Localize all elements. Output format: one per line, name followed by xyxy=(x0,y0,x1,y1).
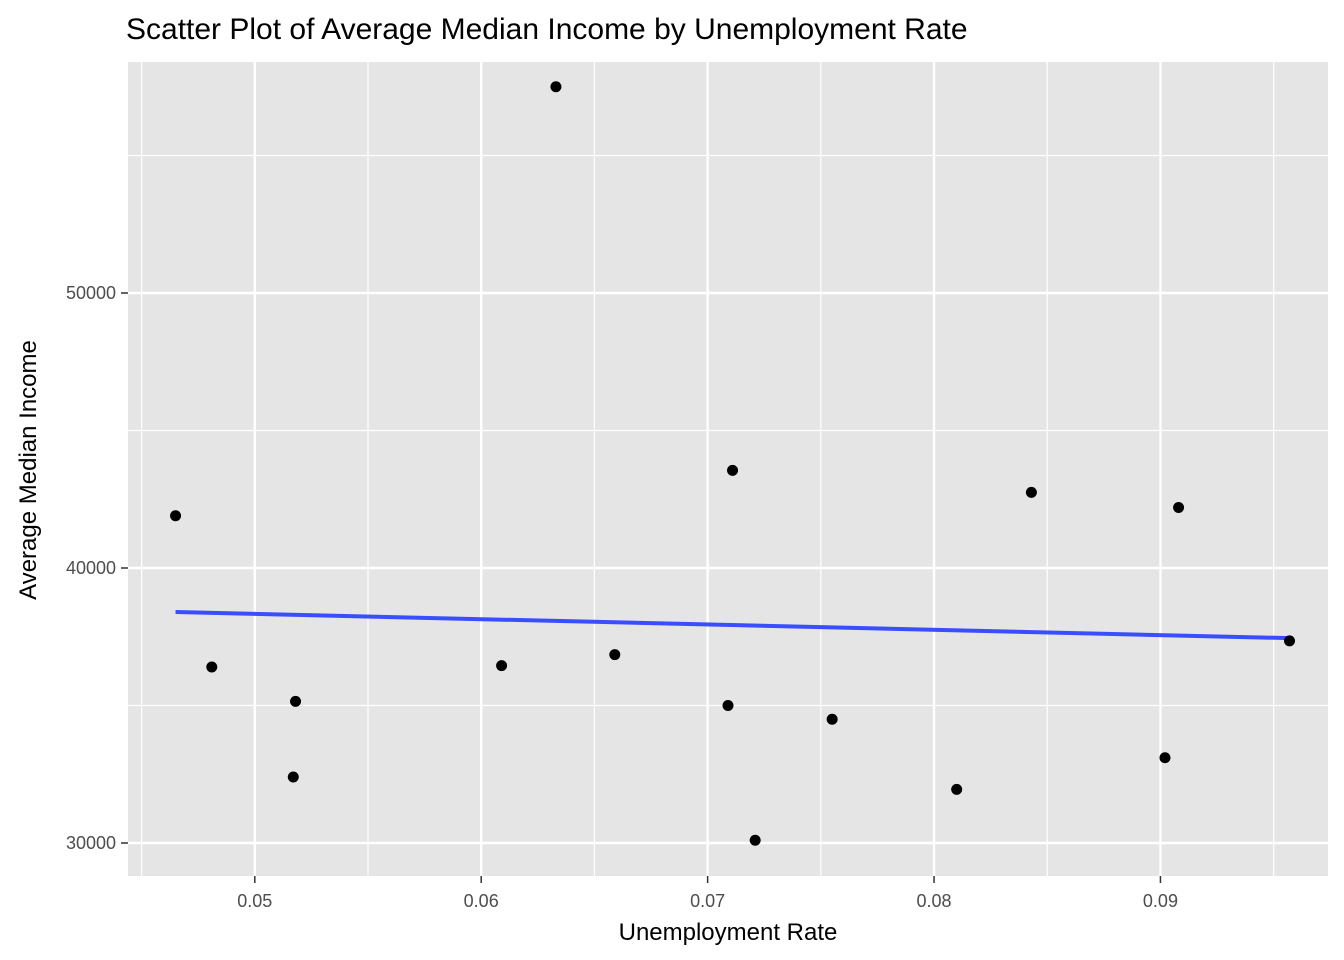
x-tick-label: 0.07 xyxy=(690,891,725,911)
data-point xyxy=(206,661,218,673)
grid-lines xyxy=(128,62,1328,876)
data-point xyxy=(290,695,302,707)
y-tick-label: 30000 xyxy=(66,833,116,853)
x-axis: 0.05 0.06 0.07 0.08 0.09 xyxy=(237,876,1178,911)
y-tick-label: 50000 xyxy=(66,283,116,303)
data-point xyxy=(1025,486,1037,498)
data-point xyxy=(826,713,838,725)
data-point xyxy=(1173,502,1185,513)
data-points xyxy=(170,81,1296,846)
x-tick-label: 0.05 xyxy=(237,891,272,911)
trend-line-group xyxy=(175,610,1290,641)
x-tick-label: 0.09 xyxy=(1143,891,1178,911)
data-point xyxy=(287,771,299,783)
data-point xyxy=(1159,752,1171,764)
y-axis: 30000 40000 50000 xyxy=(66,283,128,853)
data-point xyxy=(722,700,734,711)
data-point xyxy=(727,464,739,476)
x-tick-label: 0.06 xyxy=(464,891,499,911)
chart-title: Scatter Plot of Average Median Income by… xyxy=(126,13,968,46)
y-axis-title: Average Median Income xyxy=(15,340,42,600)
data-point xyxy=(951,783,963,795)
data-point xyxy=(496,660,508,672)
data-point xyxy=(550,81,562,93)
data-point xyxy=(749,834,761,846)
x-tick-label: 0.08 xyxy=(917,891,952,911)
data-point xyxy=(609,649,621,661)
x-axis-title: Unemployment Rate xyxy=(619,919,838,946)
y-tick-label: 40000 xyxy=(66,558,116,578)
data-point xyxy=(170,510,182,522)
trend-line xyxy=(175,610,1290,641)
data-point xyxy=(1284,635,1296,647)
